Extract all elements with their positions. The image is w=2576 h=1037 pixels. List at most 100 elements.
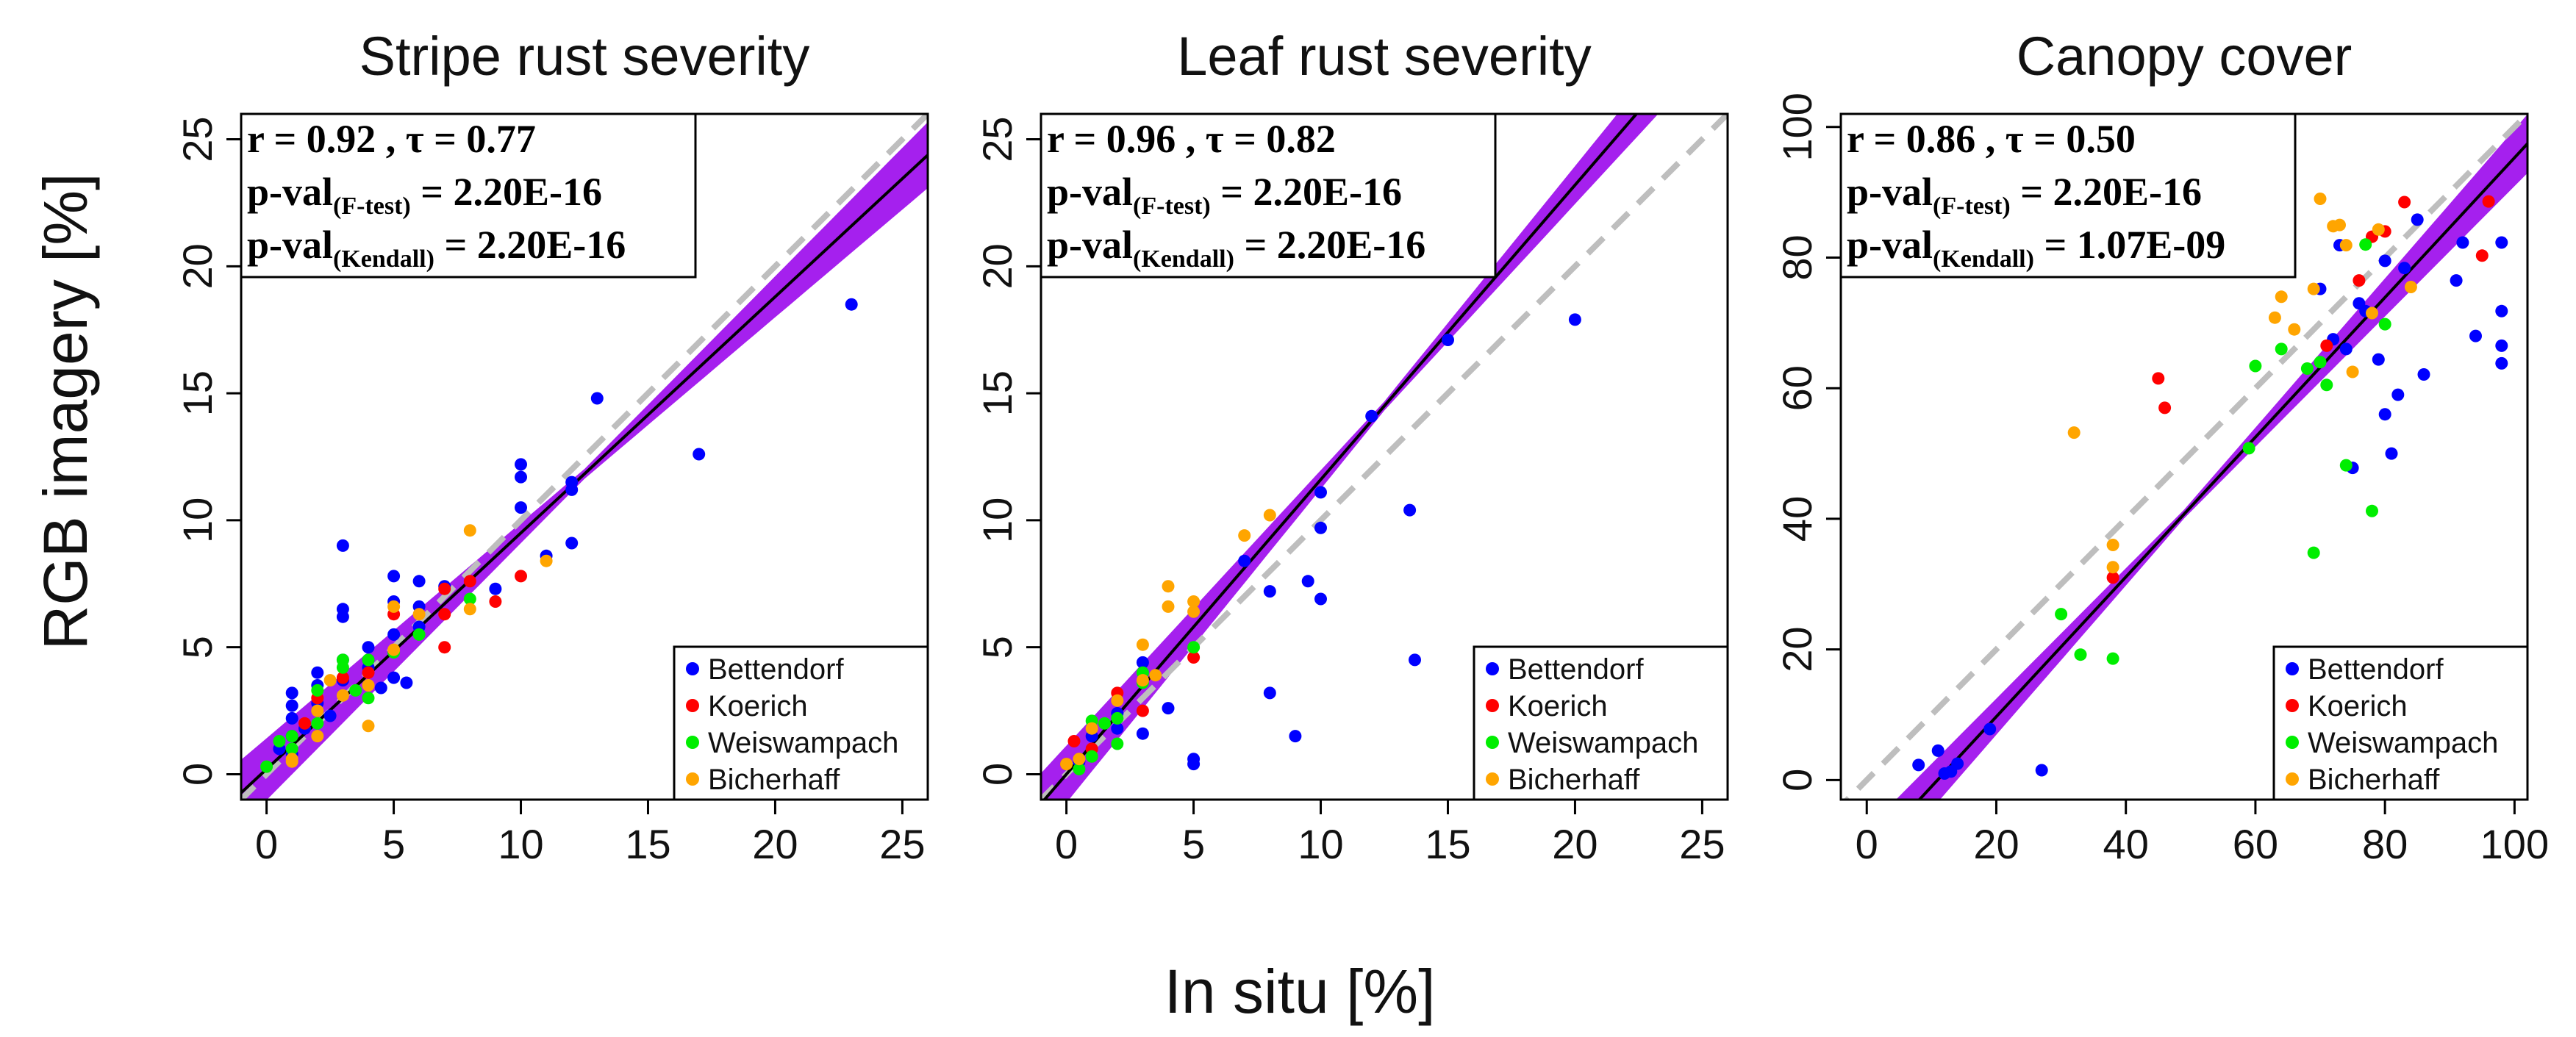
legend-marker-bicherhaff bbox=[686, 772, 699, 786]
legend-marker-bettendorf bbox=[686, 662, 699, 675]
plot-area bbox=[1041, 114, 1728, 800]
point-bettendorf bbox=[412, 575, 426, 588]
y-tick-label: 5 bbox=[174, 636, 221, 659]
point-bettendorf bbox=[1162, 702, 1175, 715]
legend-marker-bettendorf bbox=[2286, 662, 2299, 675]
point-bettendorf bbox=[1442, 334, 1454, 346]
point-weiswampach bbox=[2275, 342, 2288, 356]
point-bettendorf bbox=[2495, 304, 2508, 317]
stats-correlation: r = 0.96 , τ = 0.82 bbox=[1047, 117, 1336, 161]
y-tick-label: 0 bbox=[1774, 769, 1820, 792]
legend-label-weiswampach: Weiswampach bbox=[1508, 727, 1698, 759]
point-koerich bbox=[515, 570, 527, 583]
point-weiswampach bbox=[2249, 359, 2262, 373]
legend-label-bettendorf: Bettendorf bbox=[2308, 653, 2444, 686]
x-tick-label: 15 bbox=[625, 821, 670, 867]
point-bettendorf bbox=[1136, 656, 1149, 669]
legend-marker-weiswampach bbox=[686, 736, 699, 749]
point-bicherhaff bbox=[2346, 365, 2359, 378]
x-tick-label: 100 bbox=[2480, 821, 2549, 867]
y-axis-label: RGB imagery [%] bbox=[31, 173, 100, 650]
stats-p-kendall: p-val(Kendall) = 2.20E-16 bbox=[247, 223, 626, 273]
point-koerich bbox=[336, 671, 349, 684]
point-weiswampach bbox=[285, 730, 298, 743]
panel-leaf-rust-severity: 0 5 10 15 20 25 0 5 10 15 20 25 Leaf rust severity r … bbox=[974, 26, 1729, 867]
point-weiswampach bbox=[336, 661, 349, 674]
point-weiswampach bbox=[349, 683, 362, 697]
y-tick-label: 60 bbox=[1774, 365, 1820, 411]
x-tick-label: 10 bbox=[1298, 821, 1343, 867]
point-bicherhaff bbox=[1060, 758, 1073, 771]
legend-frame bbox=[673, 645, 929, 801]
point-bettendorf bbox=[2372, 353, 2385, 366]
chart-title: Stripe rust severity bbox=[359, 26, 810, 87]
point-bicherhaff bbox=[2288, 323, 2301, 336]
x-tick-label: 40 bbox=[2103, 821, 2149, 867]
point-bettendorf bbox=[1111, 722, 1124, 735]
point-bettendorf bbox=[1403, 503, 1417, 517]
point-bettendorf bbox=[1238, 554, 1251, 567]
point-bicherhaff bbox=[1085, 722, 1098, 735]
legend-frame bbox=[1473, 645, 1729, 801]
point-bicherhaff bbox=[1162, 600, 1175, 613]
x-tick-label: 25 bbox=[879, 821, 925, 867]
y-tick-label: 25 bbox=[974, 116, 1020, 162]
point-bicherhaff bbox=[1136, 674, 1149, 687]
point-bettendorf bbox=[1301, 575, 1314, 588]
point-koerich bbox=[438, 641, 451, 654]
point-koerich bbox=[2475, 249, 2489, 262]
point-weiswampach bbox=[1098, 717, 1111, 730]
point-weiswampach bbox=[1111, 737, 1124, 750]
y-tick-label: 20 bbox=[174, 243, 221, 289]
confidence-band bbox=[241, 122, 928, 800]
point-weiswampach bbox=[1085, 750, 1098, 763]
point-weiswampach bbox=[1073, 763, 1086, 775]
point-bicherhaff bbox=[2333, 218, 2346, 232]
point-bettendorf bbox=[285, 711, 298, 725]
point-weiswampach bbox=[1111, 711, 1124, 725]
point-koerich bbox=[2320, 339, 2333, 352]
stats-box: r = 0.92 , τ = 0.77 p-val(F-test) = 2.20E… bbox=[240, 112, 697, 279]
point-koerich bbox=[463, 575, 476, 588]
point-koerich bbox=[1187, 651, 1201, 664]
legend-marker-bicherhaff bbox=[2286, 772, 2299, 786]
point-koerich bbox=[2106, 571, 2119, 584]
point-bettendorf bbox=[1289, 730, 1302, 743]
point-weiswampach bbox=[463, 592, 476, 606]
point-bicherhaff bbox=[2268, 311, 2281, 324]
x-tick-label: 0 bbox=[1856, 821, 1878, 867]
y-tick-label: 40 bbox=[1774, 496, 1820, 542]
point-bettendorf bbox=[336, 539, 349, 552]
legend-label-koerich: Koerich bbox=[1508, 690, 1608, 722]
point-bettendorf bbox=[515, 470, 527, 484]
point-weiswampach bbox=[2300, 362, 2314, 375]
point-bicherhaff bbox=[1238, 529, 1251, 542]
point-bettendorf bbox=[515, 501, 527, 514]
point-bettendorf bbox=[1983, 722, 1997, 736]
stats-box: r = 0.96 , τ = 0.82 p-val(F-test) = 2.20E… bbox=[1040, 112, 1497, 279]
point-bettendorf bbox=[285, 699, 298, 712]
point-bettendorf bbox=[387, 570, 401, 583]
point-koerich bbox=[2152, 372, 2165, 385]
legend-marker-weiswampach bbox=[2286, 736, 2299, 749]
point-bicherhaff bbox=[323, 674, 337, 687]
point-weiswampach bbox=[2242, 442, 2255, 455]
point-bettendorf bbox=[2391, 388, 2405, 401]
point-bicherhaff bbox=[1162, 580, 1175, 593]
stats-correlation: r = 0.92 , τ = 0.77 bbox=[247, 117, 536, 161]
legend: Bettendorf Koerich Weiswampach Bicherhaff bbox=[1473, 645, 1729, 801]
point-weiswampach bbox=[2074, 648, 2087, 661]
y-tick-label: 15 bbox=[974, 370, 1020, 416]
point-weiswampach bbox=[2307, 546, 2320, 559]
legend-marker-weiswampach bbox=[1486, 736, 1499, 749]
point-bicherhaff bbox=[463, 524, 476, 537]
point-weiswampach bbox=[2106, 652, 2119, 665]
point-bicherhaff bbox=[1149, 669, 1162, 682]
point-bicherhaff bbox=[387, 643, 401, 656]
y-tick-label: 25 bbox=[174, 116, 221, 162]
panel-stripe-rust-severity: 0 5 10 15 20 25 0 5 10 15 20 25 Stripe rust severity… bbox=[174, 26, 929, 867]
point-koerich bbox=[2398, 195, 2411, 209]
legend-marker-koerich bbox=[1486, 699, 1499, 712]
plot-area bbox=[1843, 114, 2527, 800]
legend-label-bettendorf: Bettendorf bbox=[1508, 653, 1644, 686]
